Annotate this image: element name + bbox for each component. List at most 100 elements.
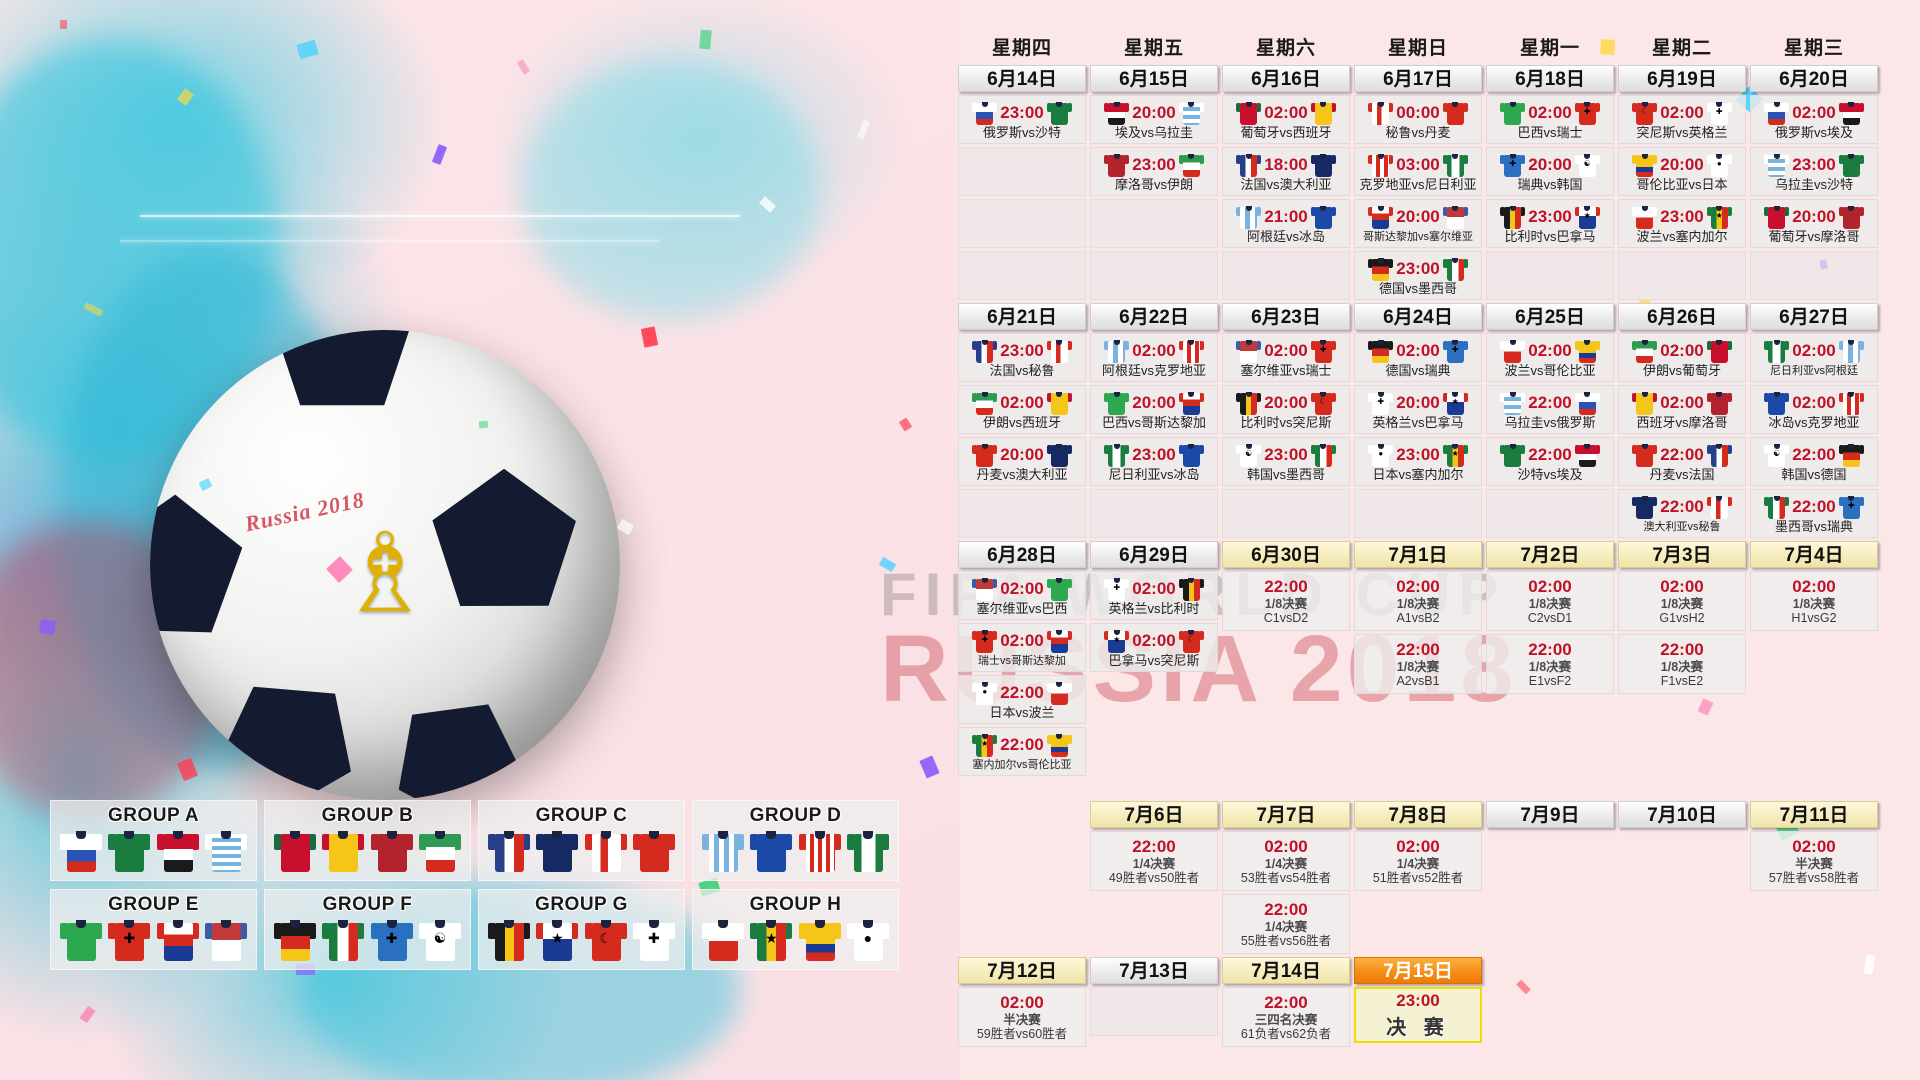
- date-header[interactable]: 6月22日: [1090, 303, 1218, 330]
- date-header[interactable]: 6月23日: [1222, 303, 1350, 330]
- final-match-cell[interactable]: 23:00 决 赛: [1354, 987, 1482, 1043]
- date-header[interactable]: 6月16日: [1222, 65, 1350, 92]
- group-match-cell[interactable]: 23:00 德国vs墨西哥: [1354, 251, 1482, 300]
- date-header[interactable]: 7月8日: [1354, 801, 1482, 828]
- date-header[interactable]: 6月24日: [1354, 303, 1482, 330]
- knockout-match-cell[interactable]: 22:00 1/8决赛 C1vsD2: [1222, 571, 1350, 631]
- group-match-cell[interactable]: 20:00 巴西vs哥斯达黎加: [1090, 385, 1218, 434]
- knockout-match-cell[interactable]: 22:00 1/8决赛 E1vsF2: [1486, 634, 1614, 694]
- knockout-match-cell[interactable]: 22:00 三四名决赛 61负者vs62负者: [1222, 987, 1350, 1047]
- group-match-cell[interactable]: 02:00 ✚ 德国vs瑞典: [1354, 333, 1482, 382]
- knockout-match-cell[interactable]: 02:00 1/8决赛 C2vsD1: [1486, 571, 1614, 631]
- knockout-match-cell[interactable]: 22:00 1/4决赛 49胜者vs50胜者: [1090, 831, 1218, 891]
- date-header[interactable]: 7月3日: [1618, 541, 1746, 568]
- group-box-e[interactable]: GROUP E ✚: [50, 889, 257, 970]
- date-header[interactable]: 7月12日: [958, 957, 1086, 984]
- date-header[interactable]: 6月28日: [958, 541, 1086, 568]
- group-match-cell[interactable]: 22:00 乌拉圭vs俄罗斯: [1486, 385, 1614, 434]
- date-header[interactable]: 6月27日: [1750, 303, 1878, 330]
- date-header[interactable]: 7月7日: [1222, 801, 1350, 828]
- group-match-cell[interactable]: ● 22:00 日本vs波兰: [958, 675, 1086, 724]
- date-header[interactable]: 7月10日: [1618, 801, 1746, 828]
- knockout-match-cell[interactable]: 02:00 1/8决赛 H1vsG2: [1750, 571, 1878, 631]
- knockout-match-cell[interactable]: 02:00 半决赛 57胜者vs58胜者: [1750, 831, 1878, 891]
- group-match-cell[interactable]: 20:00 ☾ 比利时vs突尼斯: [1222, 385, 1350, 434]
- group-match-cell[interactable]: 03:00 克罗地亚vs尼日利亚: [1354, 147, 1482, 196]
- group-match-cell[interactable]: ✚ 02:00 瑞士vs哥斯达黎加: [958, 623, 1086, 672]
- group-match-cell[interactable]: 21:00 阿根廷vs冰岛: [1222, 199, 1350, 248]
- group-match-cell[interactable]: 02:00 阿根廷vs克罗地亚: [1090, 333, 1218, 382]
- date-header[interactable]: 6月21日: [958, 303, 1086, 330]
- group-match-cell[interactable]: 02:00 尼日利亚vs阿根廷: [1750, 333, 1878, 382]
- date-header[interactable]: 7月1日: [1354, 541, 1482, 568]
- group-match-cell[interactable]: 02:00 ✚ 巴西vs瑞士: [1486, 95, 1614, 144]
- group-match-cell[interactable]: 23:00 摩洛哥vs伊朗: [1090, 147, 1218, 196]
- group-match-cell[interactable]: 20:00 葡萄牙vs摩洛哥: [1750, 199, 1878, 248]
- knockout-match-cell[interactable]: 02:00 半决赛 59胜者vs60胜者: [958, 987, 1086, 1047]
- knockout-match-cell[interactable]: 02:00 1/8决赛 A1vsB2: [1354, 571, 1482, 631]
- date-header[interactable]: 7月9日: [1486, 801, 1614, 828]
- date-header[interactable]: 6月29日: [1090, 541, 1218, 568]
- group-box-h[interactable]: GROUP H ★ ●: [692, 889, 899, 970]
- date-header[interactable]: 6月19日: [1618, 65, 1746, 92]
- date-header[interactable]: 6月15日: [1090, 65, 1218, 92]
- group-match-cell[interactable]: ☾ 02:00 ✚ 突尼斯vs英格兰: [1618, 95, 1746, 144]
- group-match-cell[interactable]: 22:00 丹麦vs法国: [1618, 437, 1746, 486]
- group-match-cell[interactable]: ★ 02:00 ☾ 巴拿马vs突尼斯: [1090, 623, 1218, 672]
- group-match-cell[interactable]: ✚ 20:00 ☯ 瑞典vs韩国: [1486, 147, 1614, 196]
- date-header[interactable]: 7月11日: [1750, 801, 1878, 828]
- group-match-cell[interactable]: ✚ 20:00 ★ 英格兰vs巴拿马: [1354, 385, 1482, 434]
- date-header[interactable]: 7月13日: [1090, 957, 1218, 984]
- group-match-cell[interactable]: 18:00 法国vs澳大利亚: [1222, 147, 1350, 196]
- group-match-cell[interactable]: 22:00 澳大利亚vs秘鲁: [1618, 489, 1746, 538]
- group-match-cell[interactable]: ★ 22:00 塞内加尔vs哥伦比亚: [958, 727, 1086, 776]
- date-header[interactable]: 6月25日: [1486, 303, 1614, 330]
- group-match-cell[interactable]: ☯ 23:00 韩国vs墨西哥: [1222, 437, 1350, 486]
- date-header[interactable]: 6月26日: [1618, 303, 1746, 330]
- group-match-cell[interactable]: 22:00 ✚ 墨西哥vs瑞典: [1750, 489, 1878, 538]
- group-match-cell[interactable]: 23:00 乌拉圭vs沙特: [1750, 147, 1878, 196]
- knockout-match-cell[interactable]: 22:00 1/8决赛 F1vsE2: [1618, 634, 1746, 694]
- group-match-cell[interactable]: 23:00 ★ 波兰vs塞内加尔: [1618, 199, 1746, 248]
- knockout-match-cell[interactable]: 02:00 1/4决赛 53胜者vs54胜者: [1222, 831, 1350, 891]
- group-box-d[interactable]: GROUP D: [692, 800, 899, 881]
- group-match-cell[interactable]: ☯ 22:00 韩国vs德国: [1750, 437, 1878, 486]
- group-box-b[interactable]: GROUP B: [264, 800, 471, 881]
- group-match-cell[interactable]: 23:00 俄罗斯vs沙特: [958, 95, 1086, 144]
- group-match-cell[interactable]: 20:00 哥斯达黎加vs塞尔维亚: [1354, 199, 1482, 248]
- group-match-cell[interactable]: 02:00 冰岛vs克罗地亚: [1750, 385, 1878, 434]
- date-header[interactable]: 6月30日: [1222, 541, 1350, 568]
- group-match-cell[interactable]: 00:00 秘鲁vs丹麦: [1354, 95, 1482, 144]
- group-match-cell[interactable]: 02:00 葡萄牙vs西班牙: [1222, 95, 1350, 144]
- knockout-match-cell[interactable]: 22:00 1/4决赛 55胜者vs56胜者: [1222, 894, 1350, 954]
- group-match-cell[interactable]: ● 23:00 ★ 日本vs塞内加尔: [1354, 437, 1482, 486]
- group-match-cell[interactable]: 02:00 塞尔维亚vs巴西: [958, 571, 1086, 620]
- date-header[interactable]: 7月15日: [1354, 957, 1482, 984]
- group-box-g[interactable]: GROUP G ★ ☾ ✚: [478, 889, 685, 970]
- group-match-cell[interactable]: 02:00 俄罗斯vs埃及: [1750, 95, 1878, 144]
- group-box-c[interactable]: GROUP C: [478, 800, 685, 881]
- group-match-cell[interactable]: 02:00 波兰vs哥伦比亚: [1486, 333, 1614, 382]
- group-match-cell[interactable]: 02:00 伊朗vs西班牙: [958, 385, 1086, 434]
- date-header[interactable]: 6月17日: [1354, 65, 1482, 92]
- date-header[interactable]: 6月18日: [1486, 65, 1614, 92]
- date-header[interactable]: 6月14日: [958, 65, 1086, 92]
- group-match-cell[interactable]: 02:00 ✚ 塞尔维亚vs瑞士: [1222, 333, 1350, 382]
- group-box-f[interactable]: GROUP F ✚ ☯: [264, 889, 471, 970]
- group-match-cell[interactable]: 02:00 伊朗vs葡萄牙: [1618, 333, 1746, 382]
- knockout-match-cell[interactable]: 22:00 1/8决赛 A2vsB1: [1354, 634, 1482, 694]
- date-header[interactable]: 7月4日: [1750, 541, 1878, 568]
- group-match-cell[interactable]: 20:00 ● 哥伦比亚vs日本: [1618, 147, 1746, 196]
- group-match-cell[interactable]: 02:00 西班牙vs摩洛哥: [1618, 385, 1746, 434]
- group-match-cell[interactable]: 23:00 尼日利亚vs冰岛: [1090, 437, 1218, 486]
- group-match-cell[interactable]: 20:00 埃及vs乌拉圭: [1090, 95, 1218, 144]
- date-header[interactable]: 7月2日: [1486, 541, 1614, 568]
- date-header[interactable]: 7月6日: [1090, 801, 1218, 828]
- knockout-match-cell[interactable]: 02:00 1/4决赛 51胜者vs52胜者: [1354, 831, 1482, 891]
- group-box-a[interactable]: GROUP A: [50, 800, 257, 881]
- group-match-cell[interactable]: 22:00 沙特vs埃及: [1486, 437, 1614, 486]
- group-match-cell[interactable]: 20:00 丹麦vs澳大利亚: [958, 437, 1086, 486]
- date-header[interactable]: 6月20日: [1750, 65, 1878, 92]
- group-match-cell[interactable]: 23:00 法国vs秘鲁: [958, 333, 1086, 382]
- knockout-match-cell[interactable]: 02:00 1/8决赛 G1vsH2: [1618, 571, 1746, 631]
